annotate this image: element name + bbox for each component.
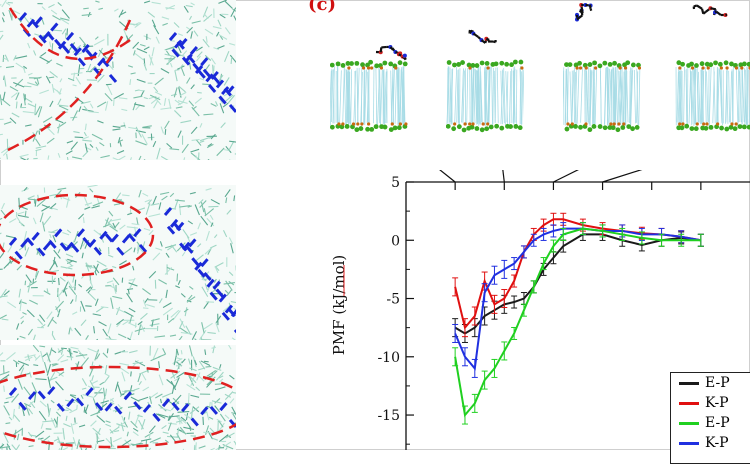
chart-series — [452, 213, 704, 424]
legend-entry: K-P — [671, 433, 750, 453]
snapshot-arrow — [410, 170, 455, 182]
legend-label: K-P — [705, 435, 729, 451]
lipid-tails — [676, 66, 750, 126]
legend-swatch — [679, 402, 699, 405]
legend-label: K-P — [705, 395, 729, 411]
membrane-snapshot-2 — [446, 52, 524, 138]
lipid-tails — [563, 66, 640, 126]
y-tick-label: 0 — [391, 233, 400, 249]
series-0 — [452, 228, 704, 342]
lipid-tails — [330, 66, 405, 126]
snapshot-middle-image — [0, 185, 236, 340]
series-2 — [452, 223, 704, 378]
legend-entry: K-P — [671, 393, 750, 413]
series-1 — [452, 213, 704, 336]
peptide-molecule-1 — [372, 40, 410, 64]
legend-entry: E-P — [671, 373, 750, 393]
legend-swatch — [679, 422, 699, 425]
y-tick-label: -10 — [377, 350, 400, 366]
legend-swatch — [679, 382, 699, 385]
snapshot-bottom — [0, 345, 236, 450]
chart-legend: E-P K-P E-P K-P — [670, 372, 750, 464]
y-tick-label: -5 — [386, 292, 400, 308]
legend-label: E-P — [705, 375, 730, 391]
snapshot-arrow — [603, 170, 716, 182]
series-line — [455, 229, 701, 415]
snapshot-arrows — [410, 170, 716, 182]
y-tick-label: 5 — [391, 175, 400, 191]
peptide-chain — [10, 387, 236, 427]
membrane-snapshot-1 — [330, 52, 408, 138]
snapshot-middle — [0, 185, 236, 340]
panel-label: (c) — [308, 0, 336, 15]
lipid-tails — [447, 66, 524, 126]
peptide-molecule-4 — [690, 0, 730, 18]
snapshot-arrow — [500, 170, 504, 182]
legend-swatch — [679, 442, 699, 445]
snapshot-arrow — [553, 170, 626, 182]
legend-entry: E-P — [671, 413, 750, 433]
peptide-chain — [20, 13, 236, 112]
series-3 — [452, 223, 704, 424]
peptide-molecule-2 — [466, 14, 500, 46]
legend-label: E-P — [705, 415, 730, 431]
y-axis-label: PMF (kJ/mol) — [330, 255, 348, 356]
snapshot-top — [0, 0, 236, 160]
snapshot-bottom-image — [0, 345, 236, 450]
peptide-molecule-3 — [574, 2, 616, 32]
y-tick-label: -15 — [377, 408, 400, 424]
lipid-texture — [0, 345, 236, 450]
snapshot-top-image — [0, 0, 236, 160]
membrane-snapshot-3 — [563, 52, 641, 138]
membrane-snapshot-4 — [675, 52, 750, 138]
